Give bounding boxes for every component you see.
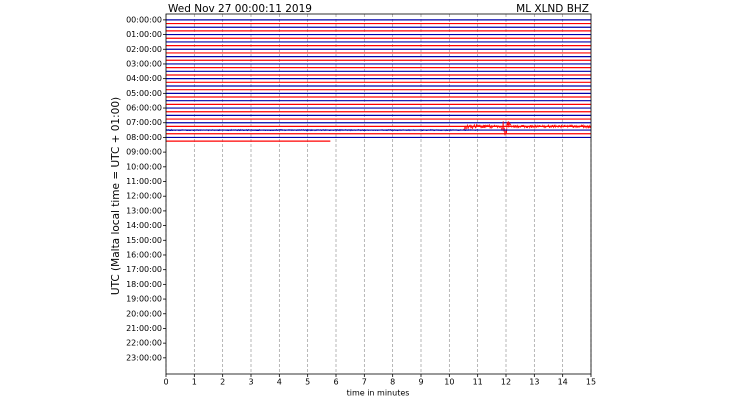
x-tick-label: 11 [473, 378, 483, 387]
x-tick-label: 10 [444, 378, 454, 387]
y-tick-label: 02:00:00 [126, 45, 162, 54]
x-tick-label: 4 [277, 378, 282, 387]
y-tick-label: 14:00:00 [126, 221, 162, 230]
x-tick-label: 7 [362, 378, 367, 387]
plot-frame [165, 13, 592, 375]
chart-title: Wed Nov 27 00:00:11 2019 [168, 3, 312, 15]
x-tick-label: 12 [501, 378, 511, 387]
y-tick-label: 07:00:00 [126, 118, 162, 127]
y-tick-label: 04:00:00 [126, 74, 162, 83]
x-axis-label: time in minutes [347, 389, 410, 398]
y-tick-label: 00:00:00 [126, 15, 162, 24]
y-axis-label: UTC (Malta local time = UTC + 01:00) [110, 97, 122, 295]
y-tick-label: 23:00:00 [126, 353, 162, 362]
y-tick-label: 19:00:00 [126, 295, 162, 304]
y-tick-label: 20:00:00 [126, 309, 162, 318]
y-tick-label: 11:00:00 [126, 177, 162, 186]
y-tick-label: 10:00:00 [126, 162, 162, 171]
y-tick-label: 22:00:00 [126, 339, 162, 348]
y-tick-label: 18:00:00 [126, 280, 162, 289]
x-tick-label: 1 [192, 378, 197, 387]
y-tick-label: 09:00:00 [126, 148, 162, 157]
x-tick-label: 6 [333, 378, 338, 387]
x-tick-label: 14 [558, 378, 568, 387]
x-tick-label: 9 [418, 378, 423, 387]
x-tick-label: 2 [220, 378, 225, 387]
x-tick-label: 13 [529, 378, 539, 387]
y-tick-label: 21:00:00 [126, 324, 162, 333]
x-tick-label: 0 [163, 378, 168, 387]
y-tick-label: 08:00:00 [126, 133, 162, 142]
x-tick-label: 3 [248, 378, 253, 387]
y-tick-label: 05:00:00 [126, 89, 162, 98]
waveform [463, 121, 592, 136]
station-label: ML XLND BHZ [516, 3, 589, 15]
y-tick-label: 03:00:00 [126, 59, 162, 68]
x-tick-label: 8 [390, 378, 395, 387]
y-tick-label: 12:00:00 [126, 192, 162, 201]
y-tick-label: 15:00:00 [126, 236, 162, 245]
x-tick-label: 5 [305, 378, 310, 387]
x-tick-label: 15 [586, 378, 596, 387]
y-tick-label: 16:00:00 [126, 250, 162, 259]
y-tick-label: 17:00:00 [126, 265, 162, 274]
waveform [165, 128, 479, 132]
y-tick-label: 01:00:00 [126, 30, 162, 39]
y-tick-label: 06:00:00 [126, 104, 162, 113]
y-tick-label: 13:00:00 [126, 206, 162, 215]
